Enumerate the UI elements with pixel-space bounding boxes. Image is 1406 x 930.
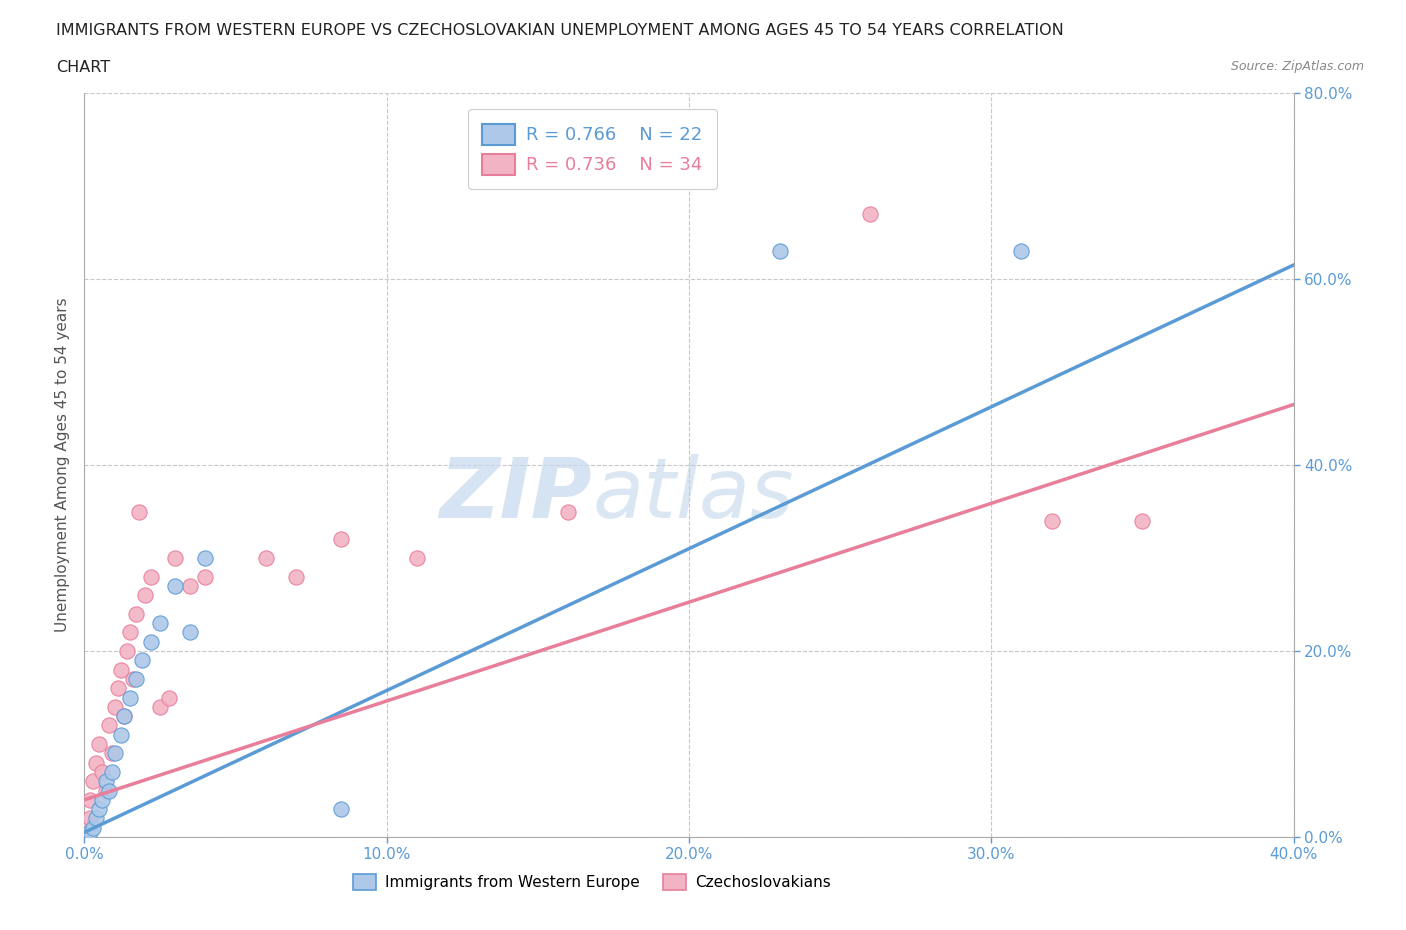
Point — [194, 569, 217, 584]
Point — [254, 551, 277, 565]
Point — [128, 504, 150, 519]
Point — [97, 718, 120, 733]
Text: IMMIGRANTS FROM WESTERN EUROPE VS CZECHOSLOVAKIAN UNEMPLOYMENT AMONG AGES 45 TO : IMMIGRANTS FROM WESTERN EUROPE VS CZECHO… — [56, 23, 1064, 38]
Point — [110, 662, 132, 677]
Point — [1010, 244, 1032, 259]
Point — [1130, 513, 1153, 528]
Text: Source: ZipAtlas.com: Source: ZipAtlas.com — [1230, 60, 1364, 73]
Point — [121, 671, 143, 686]
Point — [769, 244, 792, 259]
Legend: Immigrants from Western Europe, Czechoslovakians: Immigrants from Western Europe, Czechosl… — [347, 868, 837, 897]
Point — [330, 532, 353, 547]
Point — [157, 690, 180, 705]
Point — [557, 504, 579, 519]
Point — [97, 783, 120, 798]
Point — [139, 634, 162, 649]
Point — [82, 820, 104, 835]
Point — [149, 616, 172, 631]
Point — [86, 811, 108, 826]
Point — [149, 699, 172, 714]
Point — [112, 709, 135, 724]
Point — [131, 653, 153, 668]
Point — [125, 671, 148, 686]
Point — [179, 625, 201, 640]
Point — [406, 551, 429, 565]
Point — [94, 774, 117, 789]
Point — [134, 588, 156, 603]
Point — [104, 699, 127, 714]
Point — [86, 755, 108, 770]
Text: ZIP: ZIP — [440, 454, 592, 536]
Point — [179, 578, 201, 593]
Point — [100, 764, 122, 779]
Point — [125, 606, 148, 621]
Point — [107, 681, 129, 696]
Point — [284, 569, 308, 584]
Point — [139, 569, 162, 584]
Point — [79, 825, 101, 840]
Point — [89, 802, 111, 817]
Point — [118, 690, 141, 705]
Point — [104, 746, 127, 761]
Point — [1040, 513, 1063, 528]
Point — [76, 820, 98, 835]
Point — [115, 644, 138, 658]
Point — [112, 709, 135, 724]
Point — [79, 792, 101, 807]
Point — [194, 551, 217, 565]
Point — [163, 578, 186, 593]
Point — [91, 792, 114, 807]
Text: CHART: CHART — [56, 60, 110, 75]
Point — [89, 737, 111, 751]
Point — [100, 746, 122, 761]
Y-axis label: Unemployment Among Ages 45 to 54 years: Unemployment Among Ages 45 to 54 years — [55, 298, 70, 632]
Point — [82, 774, 104, 789]
Point — [94, 783, 117, 798]
Point — [330, 802, 353, 817]
Point — [91, 764, 114, 779]
Point — [79, 811, 101, 826]
Text: atlas: atlas — [592, 454, 794, 536]
Point — [118, 625, 141, 640]
Point — [163, 551, 186, 565]
Point — [859, 206, 882, 221]
Point — [110, 727, 132, 742]
